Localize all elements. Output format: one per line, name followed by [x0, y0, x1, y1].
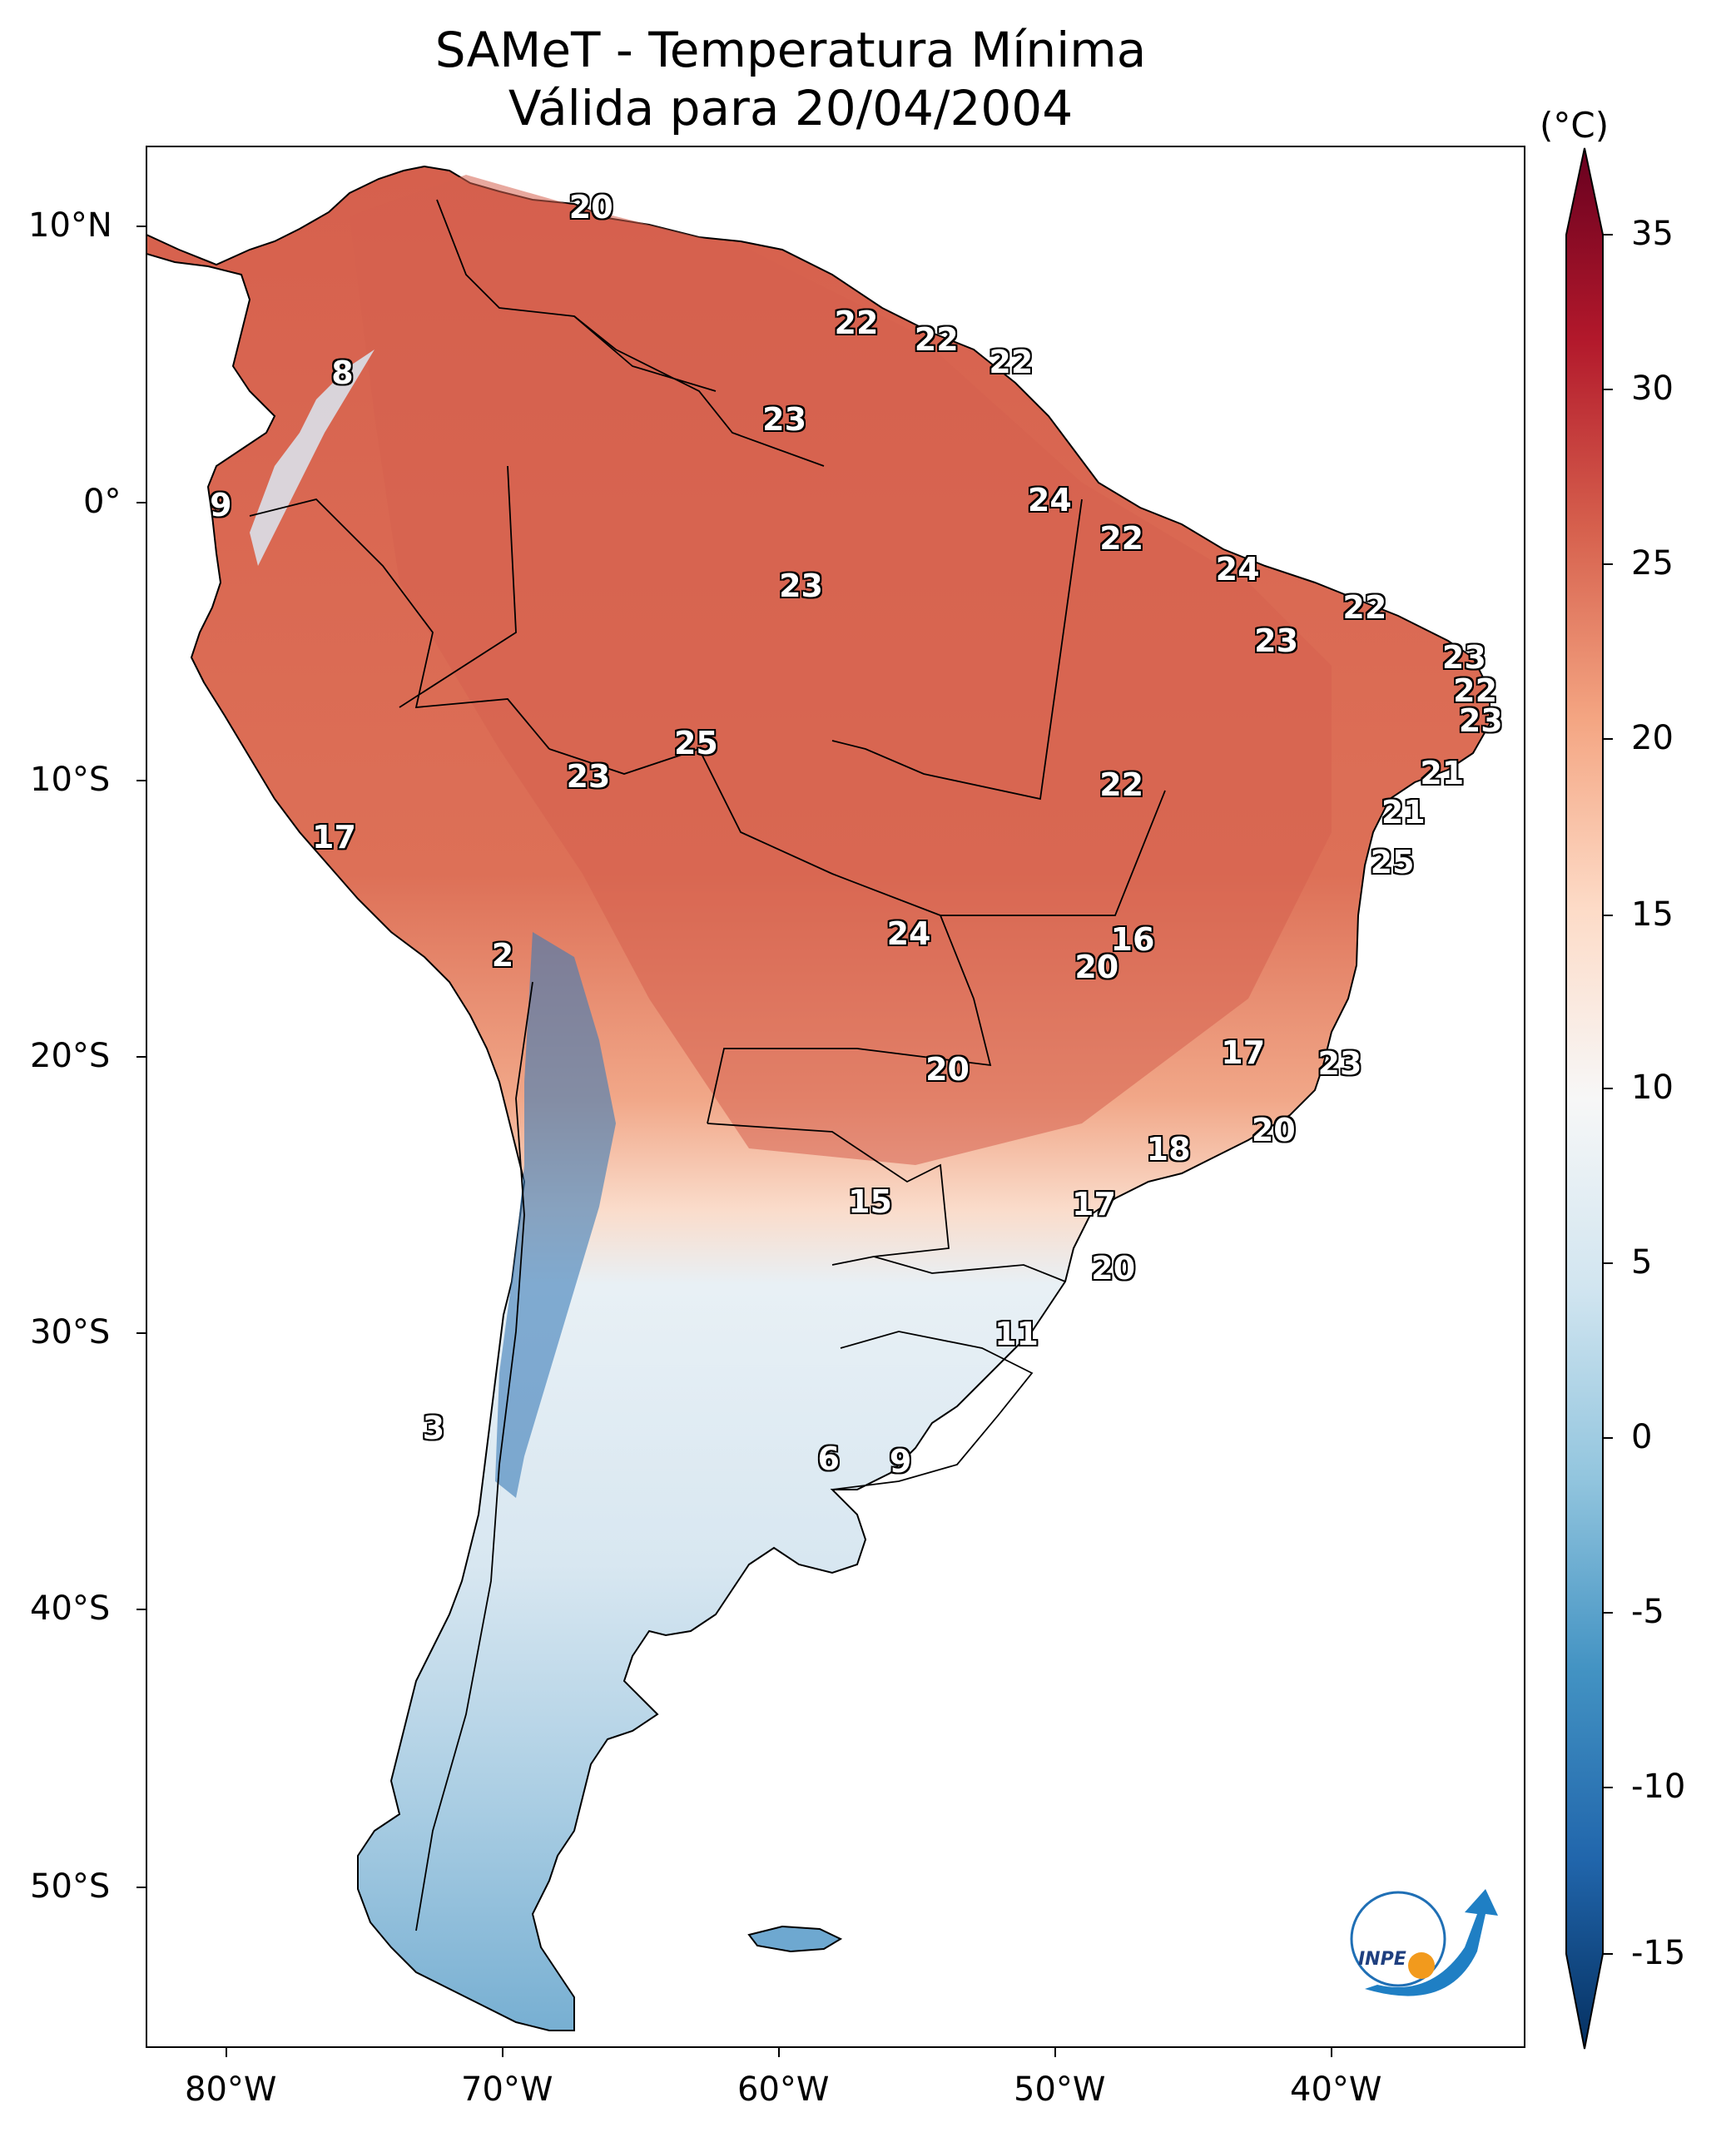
temperature-label: 22	[1099, 520, 1144, 558]
title-line-1: SAMeT - Temperatura Mínima	[434, 22, 1147, 78]
lat-tick-label: 30°S	[30, 1313, 111, 1351]
lon-tick-label: 60°W	[737, 2070, 830, 2109]
colorbar-body	[1565, 147, 1604, 2050]
colorbar-tick-label: -10	[1631, 1768, 1686, 1806]
colorbar-tick-label: 5	[1631, 1243, 1653, 1282]
temperature-label: 21	[1381, 793, 1426, 831]
lon-tick-label: 70°W	[461, 2070, 553, 2109]
title-line-2: Válida para 20/04/2004	[508, 80, 1074, 136]
temperature-label: 20	[1091, 1249, 1136, 1287]
map-frame	[146, 146, 1525, 2048]
lat-tick-label: 0°	[83, 483, 122, 521]
colorbar-unit: (°C)	[1540, 105, 1610, 146]
lat-tick-label: 10°S	[30, 761, 111, 799]
andes-north-cold-overlay	[250, 350, 374, 566]
temperature-label: 17	[312, 818, 356, 855]
temperature-label: 3	[422, 1410, 445, 1447]
lat-tick-label: 40°S	[30, 1589, 111, 1628]
temperature-label: 20	[1074, 948, 1119, 985]
temperature-label: 24	[886, 915, 931, 952]
temperature-label: 17	[1221, 1034, 1266, 1071]
temperature-label: 22	[1453, 672, 1498, 709]
temperature-label: 21	[1420, 755, 1465, 792]
lon-tick-label: 80°W	[185, 2070, 277, 2109]
andes-cold-overlay	[495, 932, 616, 1498]
temperature-label: 17	[1072, 1186, 1116, 1223]
temperature-label: 22	[989, 343, 1034, 380]
temperature-label: 20	[1251, 1111, 1296, 1148]
temperature-label: 15	[848, 1183, 892, 1220]
colorbar-tick-label: -5	[1631, 1593, 1664, 1631]
temperature-label: 11	[994, 1316, 1039, 1353]
colorbar-tick-label: 0	[1631, 1418, 1653, 1456]
temperature-label: 23	[1441, 638, 1486, 676]
temperature-label: 16	[1110, 920, 1155, 958]
temperature-label: 24	[1027, 481, 1072, 518]
inpe-logo-text: INPE	[1358, 1949, 1406, 1970]
lat-tick-label: 10°N	[28, 206, 112, 245]
country-borders	[249, 199, 1166, 1931]
axis-tick-marks	[136, 226, 1332, 2057]
temperature-label: 2	[491, 937, 514, 974]
temperature-label: 23	[779, 567, 823, 604]
temperature-label: 20	[568, 188, 613, 226]
inpe-logo	[1350, 1889, 1498, 1996]
temperature-label: 23	[1458, 702, 1503, 740]
colorbar-tick-label: 20	[1631, 719, 1674, 757]
temperature-label: 25	[673, 724, 718, 761]
colorbar-tick-label: -15	[1631, 1934, 1686, 1972]
lon-tick-label: 40°W	[1290, 2070, 1382, 2109]
colorbar-tick-label: 30	[1631, 369, 1674, 408]
temperature-label: 9	[889, 1443, 912, 1480]
temperature-label: 23	[762, 401, 807, 439]
warm-region-overlay	[350, 175, 1332, 1165]
temperature-label: 23	[1317, 1044, 1362, 1082]
temperature-label: 9	[210, 487, 232, 524]
colorbar	[1565, 147, 1613, 2050]
temperature-label: 23	[1254, 622, 1299, 659]
temperature-label: 25	[1370, 843, 1415, 880]
temperature-label: 23	[566, 757, 611, 795]
temperature-label: 22	[914, 321, 959, 359]
temperature-label: 22	[1342, 589, 1387, 627]
temperature-label: 18	[1146, 1130, 1191, 1168]
lat-tick-label: 20°S	[30, 1037, 111, 1075]
colorbar-tick-label: 10	[1631, 1069, 1674, 1107]
temperature-label: 22	[1099, 766, 1144, 803]
lat-tick-label: 50°S	[30, 1867, 111, 1906]
temperature-label: 22	[834, 305, 879, 342]
colorbar-tick-label: 25	[1631, 544, 1674, 583]
colorbar-tick-label: 35	[1631, 215, 1674, 253]
temperature-label: 20	[925, 1050, 970, 1088]
temperature-label: 24	[1215, 550, 1260, 588]
lon-tick-label: 50°W	[1014, 2070, 1106, 2109]
temperature-label: 8	[331, 354, 354, 391]
temperature-label: 6	[817, 1440, 840, 1477]
colorbar-tick-label: 15	[1631, 895, 1674, 934]
falkland-islands	[747, 1925, 843, 1953]
